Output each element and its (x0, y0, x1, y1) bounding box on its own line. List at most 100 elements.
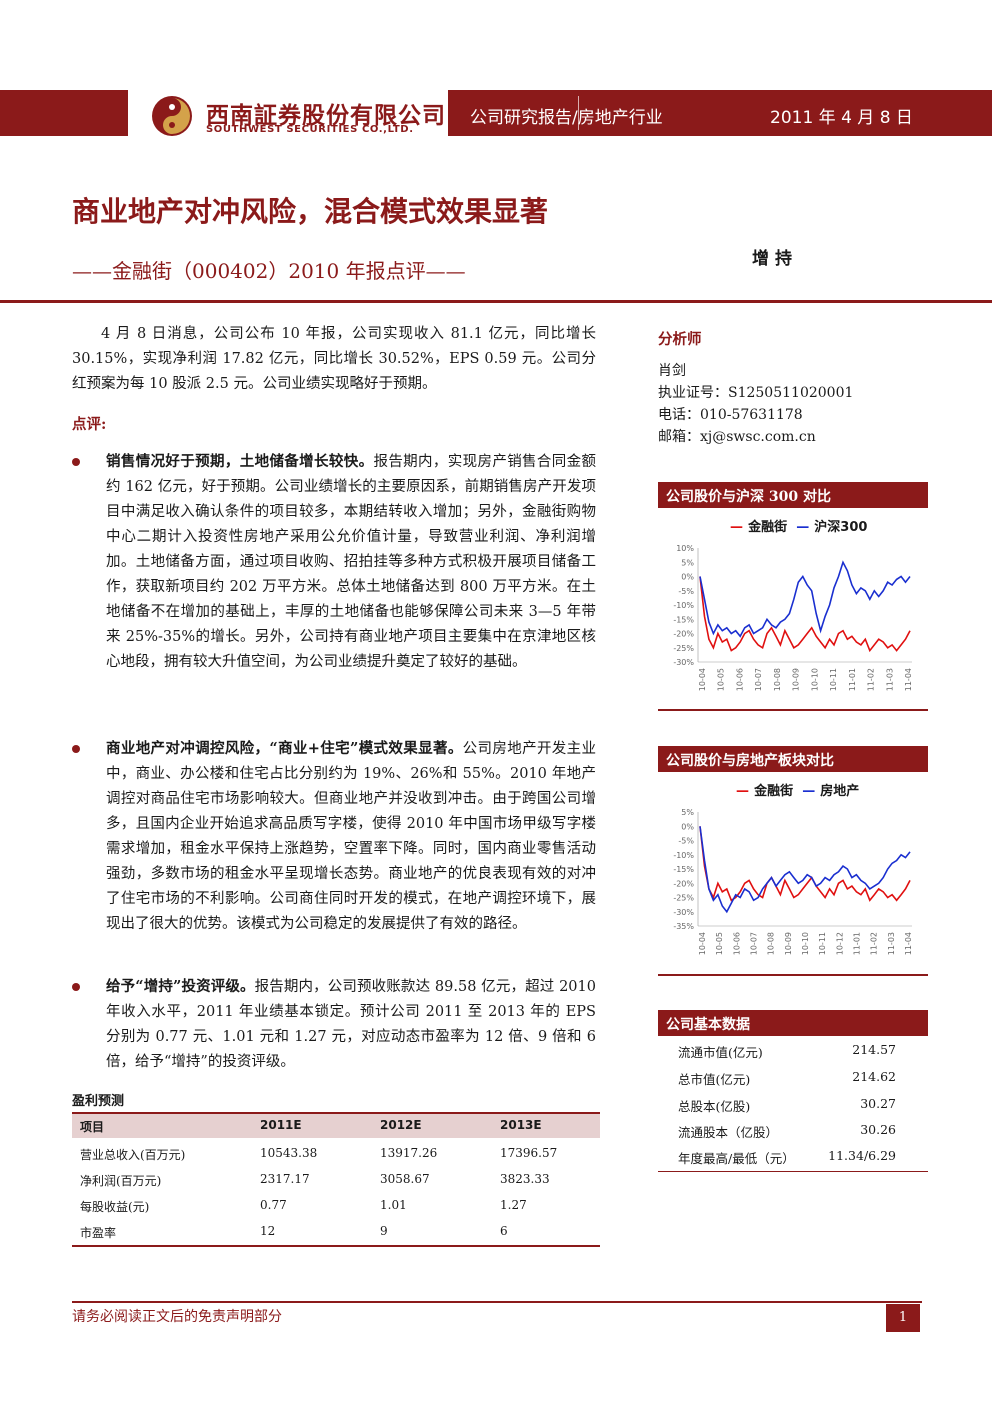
header-bar-right (448, 90, 992, 136)
y-tick-label: -5% (678, 837, 694, 846)
basic-data-row: 总市值(亿元) 214.62 (672, 1069, 912, 1095)
report-date: 2011 年 4 月 8 日 (770, 108, 913, 128)
forecast-cell: 1.01 (380, 1198, 407, 1212)
x-tick-label: 10-07 (750, 932, 759, 955)
chart2-legend-series-2: 房地产 (820, 784, 860, 799)
bullet-text: 公司房地产开发主业中，商业、办公楼和住宅占比分别约为 19%、26%和 55%。… (106, 741, 597, 932)
forecast-table-header (72, 1112, 600, 1138)
x-tick-label: 10-04 (698, 668, 707, 691)
report-title: 商业地产对冲风险，混合模式效果显著 (72, 195, 549, 228)
y-tick-label: 10% (676, 544, 694, 553)
x-tick-label: 10-05 (717, 668, 726, 691)
x-tick-label: 10-10 (801, 932, 810, 955)
x-tick-label: 10-11 (829, 668, 838, 691)
basic-data-value: 11.34/6.29 (828, 1148, 896, 1163)
x-tick-label: 11-01 (853, 932, 862, 955)
x-tick-label: 11-04 (904, 668, 913, 691)
basic-data-key: 总股本(亿股) (678, 1099, 751, 1114)
bullet-icon (72, 458, 80, 466)
bullet-lead: 给予“增持”投资评级。 (106, 978, 255, 995)
chart2-heading: 公司股价与房地产板块对比 (658, 746, 928, 772)
y-tick-label: 0% (681, 822, 694, 831)
footer-rule (72, 1301, 922, 1303)
forecast-cell: 0.77 (260, 1198, 287, 1212)
analyst-license: 执业证号：S1250511020001 (658, 385, 854, 401)
rating-label: 增持 (752, 249, 798, 269)
y-tick-label: 0% (681, 573, 694, 582)
x-tick-label: 10-06 (735, 668, 744, 691)
analyst-phone: 电话：010-57631178 (658, 407, 803, 423)
x-tick-label: 10-08 (767, 932, 776, 955)
chart1-legend: — 金融街 — 沪深300 (730, 520, 868, 535)
forecast-cell: 17396.57 (500, 1146, 558, 1160)
series-line-1 (699, 576, 911, 653)
header-bar-left (0, 90, 128, 136)
forecast-cell: 9 (380, 1224, 388, 1238)
section-label: 点评: (72, 416, 107, 433)
x-tick-label: 11-04 (904, 932, 913, 955)
bullet-paragraph-1: 销售情况好于预期，土地储备增长较快。报告期内，实现房产销售合同金额约 162 亿… (106, 449, 596, 675)
basic-data-key: 年度最高/最低（元） (678, 1151, 795, 1166)
chart2-bottom-rule (658, 974, 928, 976)
disclaimer-note: 请务必阅读正文后的免责声明部分 (72, 1309, 282, 1325)
basic-data-value: 214.62 (852, 1069, 896, 1084)
analyst-email[interactable]: 邮箱：xj@swsc.com.cn (658, 429, 816, 445)
y-tick-label: -5% (678, 587, 694, 596)
x-tick-label: 10-06 (732, 932, 741, 955)
header-divider (578, 96, 579, 130)
company-name-en: SOUTHWEST SECURITIES CO.,LTD. (206, 124, 414, 135)
y-tick-label: -30% (673, 658, 694, 667)
y-tick-label: 5% (681, 558, 694, 567)
forecast-cell: 市盈率 (80, 1226, 117, 1240)
bullet-paragraph-2: 商业地产对冲调控风险，“商业+住宅”模式效果显著。公司房地产开发主业中，商业、办… (106, 736, 596, 937)
forecast-col-header: 2013E (500, 1118, 542, 1132)
x-tick-label: 10-10 (810, 668, 819, 691)
forecast-cell: 13917.26 (380, 1146, 438, 1160)
report-subtitle: ——金融街（000402）2010 年报点评—— (72, 259, 466, 283)
basic-data-value: 30.26 (860, 1122, 896, 1137)
chart2-legend: — 金融街 — 房地产 (736, 784, 860, 799)
basic-data-bottom-rule (658, 1171, 928, 1172)
bullet-icon (72, 983, 80, 991)
forecast-col-header: 2012E (380, 1118, 422, 1132)
forecast-cell: 3823.33 (500, 1172, 550, 1186)
x-tick-label: 10-09 (784, 932, 793, 955)
basic-data-row: 流通股本（亿股） 30.26 (672, 1122, 912, 1148)
forecast-cell: 6 (500, 1224, 508, 1238)
bullet-text: 报告期内，实现房产销售合同金额约 162 亿元，好于预期。公司业绩增长的主要原因… (106, 454, 596, 670)
x-tick-label: 10-05 (715, 932, 724, 955)
forecast-col-header: 2011E (260, 1118, 302, 1132)
forecast-cell: 2317.17 (260, 1172, 310, 1186)
chart1-svg: 10% 5% 0% -5% -10% -15% -20% -25% -30% 10-04 10-05… (673, 544, 913, 691)
bullet-paragraph-3: 给予“增持”投资评级。报告期内，公司预收账款达 89.58 亿元，超过 2010… (106, 974, 596, 1075)
chart2-legend-series-1: 金融街 (754, 784, 794, 799)
title-divider (0, 300, 992, 303)
x-tick-label: 10-11 (818, 932, 827, 955)
basic-data-row: 流通市值(亿元) 214.57 (672, 1042, 912, 1068)
basic-data-row: 总股本(亿股) 30.27 (672, 1096, 912, 1122)
analyst-heading: 分析师 (658, 331, 702, 348)
company-name-cn: 西南証券股份有限公司 (206, 102, 446, 129)
forecast-cell: 净利润(百万元) (80, 1174, 162, 1188)
y-tick-label: -25% (673, 894, 694, 903)
analyst-name: 肖剑 (658, 363, 686, 379)
y-tick-label: -15% (673, 615, 694, 624)
bullet-lead: 销售情况好于预期，土地储备增长较快。 (106, 453, 374, 470)
chart2-svg: 5% 0% -5% -10% -15% -20% -25% -30% -35% 10-04 10-0… (673, 808, 913, 955)
forecast-cell: 3058.67 (380, 1172, 430, 1186)
basic-data-key: 总市值(亿元) (678, 1072, 751, 1087)
y-tick-label: -20% (673, 879, 694, 888)
y-tick-label: -10% (673, 851, 694, 860)
series-line-2 (699, 560, 911, 638)
basic-data-value: 30.27 (860, 1096, 896, 1111)
y-tick-label: -35% (673, 922, 694, 931)
forecast-cell: 每股收益(元) (80, 1200, 150, 1214)
forecast-title: 盈利预测 (72, 1094, 125, 1109)
page-number: 1 (886, 1304, 920, 1332)
basic-data-value: 214.57 (852, 1042, 896, 1057)
y-tick-label: -30% (673, 908, 694, 917)
forecast-cell: 1.27 (500, 1198, 527, 1212)
y-tick-label: -20% (673, 630, 694, 639)
x-tick-label: 11-01 (848, 668, 857, 691)
basic-data-heading: 公司基本数据 (658, 1010, 928, 1036)
